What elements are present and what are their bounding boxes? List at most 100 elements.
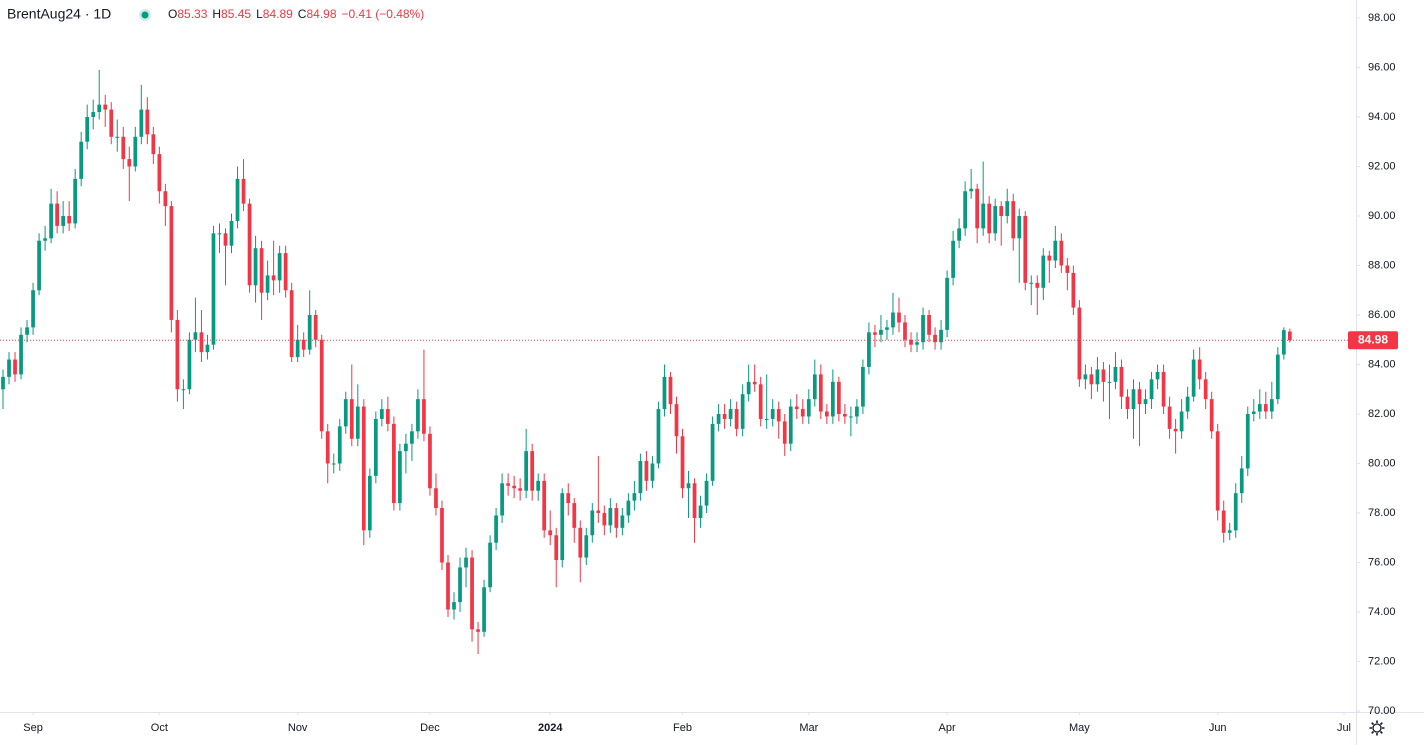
candle-body	[1101, 369, 1106, 382]
candle	[121, 126, 126, 169]
candle	[566, 483, 571, 516]
y-tick-label: 98.00	[1368, 12, 1396, 24]
candle-body	[740, 394, 745, 429]
candle-body	[855, 406, 859, 417]
candle	[482, 579, 486, 637]
candle-body	[506, 483, 510, 486]
candle	[650, 456, 655, 489]
candle-body	[211, 233, 216, 345]
candle	[1191, 349, 1196, 402]
candle	[957, 218, 961, 249]
candle-body	[830, 381, 835, 417]
candle-body	[259, 248, 264, 293]
candle	[969, 168, 974, 199]
candle-body	[1173, 428, 1178, 432]
candle	[1095, 357, 1100, 392]
candle-body	[788, 406, 793, 444]
candle-body	[776, 409, 781, 422]
candle-body	[494, 515, 498, 543]
candle-body	[1113, 366, 1118, 382]
candle-body	[975, 188, 980, 229]
candle	[241, 159, 246, 212]
candle	[818, 364, 823, 419]
candle	[1263, 391, 1268, 419]
gear-ring[interactable]	[1372, 723, 1382, 733]
candle-body	[37, 240, 41, 291]
candle	[656, 401, 661, 469]
candle	[915, 332, 919, 353]
candle	[1221, 500, 1226, 543]
x-tick-label: May	[1069, 722, 1090, 734]
candle	[638, 453, 643, 501]
candle	[361, 399, 366, 546]
candle	[452, 592, 456, 620]
settings-icon[interactable]	[1369, 720, 1385, 736]
candle	[410, 423, 414, 462]
candle	[1131, 379, 1136, 439]
candle	[1089, 366, 1094, 400]
candle	[794, 394, 799, 419]
candle-body	[7, 359, 11, 377]
candle	[1023, 211, 1028, 291]
candle-body	[1083, 374, 1088, 380]
candle-body	[1197, 359, 1202, 380]
candle	[187, 332, 192, 395]
candle-body	[933, 334, 937, 343]
candle-body	[307, 315, 312, 350]
candle-body	[1239, 468, 1244, 494]
candle	[49, 188, 53, 244]
candle	[836, 376, 841, 422]
candle-body	[49, 203, 53, 239]
ohlc-letter: H	[212, 7, 221, 21]
candle	[927, 310, 931, 343]
candle	[770, 399, 775, 427]
x-tick-label: Feb	[673, 722, 692, 734]
candle	[1119, 359, 1124, 410]
candle-body	[987, 203, 992, 234]
candle-body	[43, 238, 47, 241]
candle	[151, 126, 156, 165]
candle-body	[181, 389, 186, 391]
candle-body	[1209, 399, 1214, 432]
candle-body	[879, 329, 883, 335]
candle	[458, 557, 462, 612]
candle	[1197, 347, 1202, 390]
y-tick-label: 74.00	[1368, 606, 1396, 618]
candle	[963, 181, 967, 236]
candle	[981, 161, 986, 236]
candle-body	[440, 508, 444, 563]
candle-body	[897, 312, 901, 323]
candle	[277, 245, 282, 293]
candle	[993, 198, 998, 241]
price-tag-label: 84.98	[1358, 332, 1388, 346]
candle	[716, 404, 721, 432]
candle	[542, 473, 547, 538]
candle-body	[638, 461, 643, 494]
candle	[602, 505, 607, 536]
candle-body	[981, 203, 986, 229]
candle	[205, 334, 210, 360]
candle	[1203, 371, 1208, 410]
y-tick-label: 78.00	[1368, 507, 1396, 519]
candle	[903, 315, 907, 348]
candle-body	[518, 488, 523, 491]
candle-body	[373, 418, 378, 476]
candle	[1143, 389, 1148, 414]
candle-body	[476, 629, 480, 632]
candle-body	[109, 109, 114, 137]
y-tick-label: 70.00	[1368, 705, 1396, 717]
candle	[776, 401, 781, 439]
candle-body	[1131, 389, 1136, 410]
y-tick-label: 88.00	[1368, 259, 1396, 271]
gear-teeth[interactable]	[1369, 720, 1385, 736]
candle-body	[319, 339, 324, 432]
candle	[85, 104, 90, 150]
candle-body	[223, 233, 228, 246]
candle	[271, 240, 276, 296]
candle-body	[277, 253, 282, 281]
candle-body	[849, 416, 853, 418]
candle	[31, 282, 35, 335]
candle	[163, 183, 168, 226]
candle-body	[331, 463, 336, 465]
